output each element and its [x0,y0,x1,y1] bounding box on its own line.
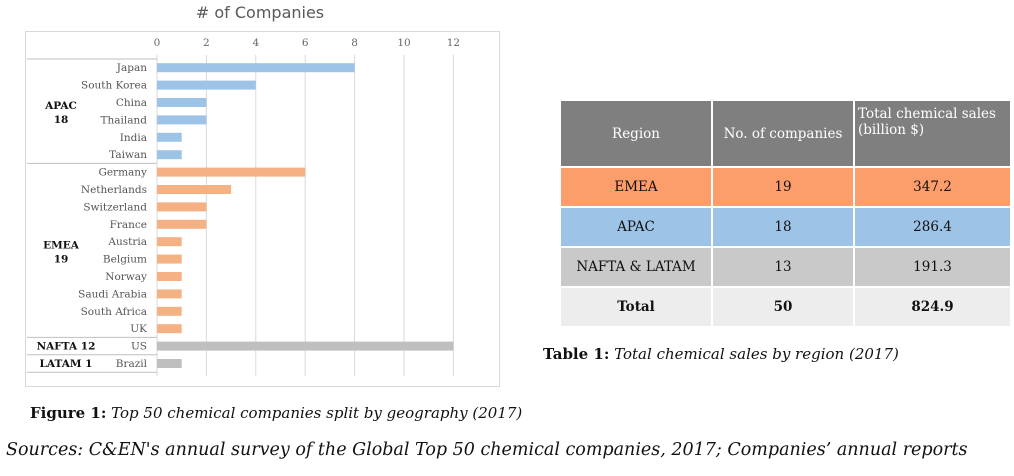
group-label: LATAM 1 [40,358,93,370]
cell-sales: 286.4 [855,208,1010,248]
x-tick-label: 0 [154,37,161,49]
chart-title: # of Companies [195,3,325,22]
category-label: South Africa [81,306,147,318]
bar-germany [157,167,306,177]
bar-taiwan [157,150,182,160]
sources-note: Sources: C&EN's annual survey of the Glo… [6,440,968,460]
category-label: France [110,219,147,231]
bar-south-korea [157,80,256,90]
bar-belgium [157,254,182,264]
figure-caption-text: Top 50 chemical companies split by geogr… [111,404,523,422]
group-count: 19 [54,253,69,265]
figure-caption-label: Figure 1: [30,404,107,422]
cell-region: EMEA [561,168,711,208]
x-tick-label: 8 [351,37,358,49]
table-total-row: Total 50 824.9 [561,288,1010,328]
cell-sales: 347.2 [855,168,1010,208]
cell-companies: 18 [713,208,853,248]
bar-us [157,341,454,351]
bar-saudi-arabia [157,289,182,299]
cell-region: Total [561,288,711,328]
cell-companies: 13 [713,248,853,288]
chart-area [25,31,500,387]
header-region: Region [561,101,711,168]
group-label: APAC [44,100,77,112]
x-tick-label: 2 [203,37,210,49]
header-sales: Total chemical sales (billion $) [855,101,1010,168]
bar-china [157,98,207,107]
category-label: US [131,341,147,353]
table-header-row: Region No. of companies Total chemical s… [561,101,1010,168]
cell-region: APAC [561,208,711,248]
category-label: Germany [98,167,147,179]
table-row: EMEA 19 347.2 [561,168,1010,208]
x-tick-label: 4 [252,37,259,49]
bar-brazil [157,359,182,368]
category-label: India [120,132,147,144]
bar-japan [157,63,355,73]
table-row: APAC 18 286.4 [561,208,1010,248]
x-tick-label: 10 [397,37,410,49]
bar-netherlands [157,185,232,194]
category-label: Brazil [116,358,148,370]
table-caption-label: Table 1: [543,345,610,363]
category-label: South Korea [81,80,147,92]
category-label: China [116,97,147,109]
bar-chart: 0 2 4 6 8 10 12 Japan South Korea China Thailand In… [27,37,460,377]
figure-caption: Figure 1: Top 50 chemical companies spli… [30,404,522,422]
category-label: UK [130,323,147,335]
category-label: Japan [116,62,147,74]
group-label: NAFTA 12 [37,341,96,353]
bar-south-africa [157,306,182,316]
category-label: Norway [105,271,147,283]
category-label: Switzerland [83,201,147,213]
category-label: Austria [107,236,147,248]
header-companies: No. of companies [713,101,853,168]
bar-austria [157,237,182,247]
bar-thailand [157,115,207,125]
cell-sales: 191.3 [855,248,1010,288]
bar-switzerland [157,202,207,212]
table-caption: Table 1: Total chemical sales by region … [543,345,899,363]
cell-sales: 824.9 [855,288,1010,328]
category-label: Saudi Arabia [78,288,147,300]
table-row: NAFTA & LATAM 13 191.3 [561,248,1010,288]
table-caption-text: Total chemical sales by region (2017) [614,345,899,363]
cell-companies: 19 [713,168,853,208]
category-label: Taiwan [109,149,147,161]
category-label: Belgium [103,254,147,266]
group-count: 18 [54,114,69,126]
category-label: Thailand [101,114,148,126]
category-label: Netherlands [81,184,147,196]
cell-companies: 50 [713,288,853,328]
x-tick-label: 6 [302,37,309,49]
cell-region: NAFTA & LATAM [561,248,711,288]
sales-by-region-table: Region No. of companies Total chemical s… [559,101,1012,328]
bar-norway [157,272,182,281]
bar-uk [157,324,182,334]
group-label: EMEA [43,239,80,251]
x-tick-label: 12 [447,37,460,49]
bar-india [157,132,182,142]
bar-france [157,219,207,229]
